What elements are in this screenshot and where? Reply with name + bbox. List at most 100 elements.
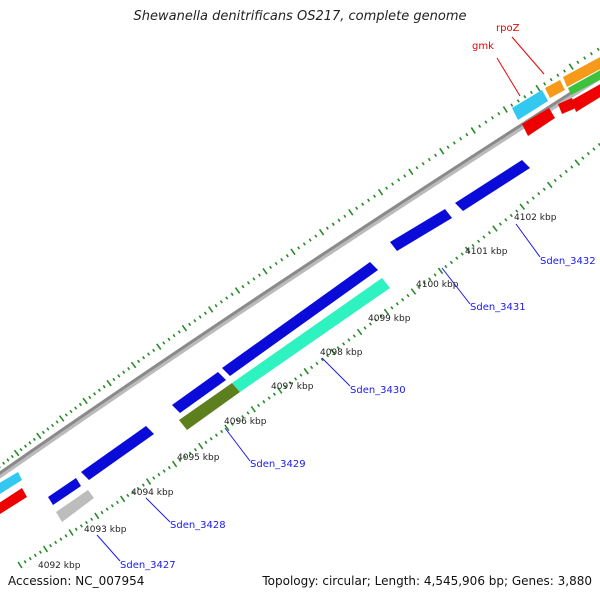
feature-edge-orange[interactable] <box>563 56 600 87</box>
outer-tick <box>58 415 65 422</box>
inner-tick <box>471 243 475 248</box>
feature-gmk[interactable] <box>522 108 555 136</box>
outer-tick <box>102 384 106 389</box>
feature-rpoz-orange[interactable] <box>545 80 565 98</box>
outer-tick <box>112 377 116 382</box>
feature-left-edge-red[interactable] <box>0 488 27 514</box>
outer-tick <box>459 137 463 141</box>
tick-label-4093: 4093 kbp <box>84 525 127 535</box>
inner-tick <box>38 550 42 554</box>
inner-tick <box>288 381 292 385</box>
inner-tick <box>126 493 130 498</box>
feature-gmk-sky[interactable] <box>512 90 548 120</box>
outer-tick <box>583 56 587 60</box>
feature-sden-3429[interactable] <box>172 372 226 413</box>
inner-tick <box>136 486 140 491</box>
inner-tick <box>395 302 399 306</box>
inner-tick <box>120 495 126 503</box>
outer-tick <box>439 147 445 155</box>
inner-tick <box>74 527 78 531</box>
feature-left-edge-sky[interactable] <box>0 472 22 494</box>
outer-tick <box>568 63 574 71</box>
outer-tick <box>403 174 407 178</box>
gene-label-sden-3428[interactable]: Sden_3428 <box>170 520 226 531</box>
gene-label-sden-3427[interactable]: Sden_3427 <box>120 560 176 571</box>
inner-tick <box>401 298 405 302</box>
inner-tick <box>476 239 481 243</box>
feature-sden-3430[interactable] <box>222 262 378 376</box>
feature-rpoz[interactable] <box>558 98 576 114</box>
inner-tick <box>90 517 94 521</box>
inner-tick <box>272 392 276 396</box>
accession-text: Accession: NC_007954 <box>8 574 145 588</box>
leader-gmk <box>496 57 521 97</box>
tick-label-4095: 4095 kbp <box>177 453 220 463</box>
feature-sden-3428[interactable] <box>81 426 154 480</box>
outer-tick <box>408 168 414 176</box>
inner-tick <box>59 537 63 541</box>
inner-tick <box>363 326 367 330</box>
inner-tick <box>390 306 394 310</box>
inner-tick <box>437 267 444 275</box>
tick-label-4097: 4097 kbp <box>271 382 314 392</box>
outer-tick <box>510 103 514 107</box>
outer-tick <box>55 420 59 424</box>
outer-tick <box>46 427 50 431</box>
outer-tick <box>290 248 296 256</box>
outer-tick <box>214 303 218 308</box>
outer-tick <box>36 432 42 440</box>
inner-tick <box>141 483 145 487</box>
outer-tick <box>28 441 32 445</box>
outer-tick <box>177 330 181 334</box>
outer-tick <box>219 300 223 304</box>
inner-tick <box>519 203 526 210</box>
feature-sden-3427[interactable] <box>56 490 94 522</box>
inner-tick <box>422 281 426 285</box>
outer-tick <box>234 287 241 294</box>
inner-tick <box>464 246 471 253</box>
inner-tick <box>498 222 502 226</box>
inner-tick <box>54 540 58 545</box>
feature-sden-3432[interactable] <box>455 160 530 211</box>
gene-label-sden-3431[interactable]: Sden_3431 <box>470 302 526 313</box>
inner-tick <box>460 252 464 256</box>
inner-tick <box>110 504 114 508</box>
gene-label-rpoz[interactable]: rpoZ <box>496 23 520 34</box>
outer-tick <box>331 222 335 226</box>
outer-tick <box>241 284 245 289</box>
feature-sden-3429-b[interactable] <box>179 383 240 430</box>
outer-tick <box>208 306 214 313</box>
tick-label-4100: 4100 kbp <box>416 280 459 290</box>
inner-tick <box>574 159 581 166</box>
tick-label-4094: 4094 kbp <box>131 488 174 498</box>
feature-sden-3431[interactable] <box>390 209 452 251</box>
backbone-shadow <box>0 72 600 479</box>
outer-tick <box>535 84 541 92</box>
outer-tick <box>152 348 156 353</box>
outer-tick <box>280 257 284 262</box>
tick-label-4096: 4096 kbp <box>224 417 267 427</box>
feature-sden-3430-b[interactable] <box>232 278 390 392</box>
gene-label-gmk[interactable]: gmk <box>472 41 494 52</box>
feature-edge-red[interactable] <box>572 82 600 112</box>
gene-label-sden-3432[interactable]: Sden_3432 <box>540 256 596 267</box>
outer-tick <box>142 356 146 360</box>
outer-tick <box>478 124 482 128</box>
feature-edge-green[interactable] <box>568 68 600 95</box>
outer-tick <box>367 198 371 202</box>
leader-sden-3427 <box>96 534 121 562</box>
inner-tick <box>330 348 336 356</box>
outer-tick <box>325 226 329 230</box>
inner-tick <box>356 328 363 336</box>
inner-tick <box>204 440 208 445</box>
outer-tick <box>69 409 73 414</box>
outer-tick <box>502 106 508 113</box>
gene-label-sden-3429[interactable]: Sden_3429 <box>250 459 306 470</box>
outer-tick <box>246 281 250 285</box>
feature-sden-3428-a[interactable] <box>48 478 81 505</box>
gene-label-sden-3430[interactable]: Sden_3430 <box>350 385 406 396</box>
outer-tick <box>32 437 36 441</box>
outer-tick <box>82 397 88 405</box>
inner-tick <box>546 181 553 189</box>
